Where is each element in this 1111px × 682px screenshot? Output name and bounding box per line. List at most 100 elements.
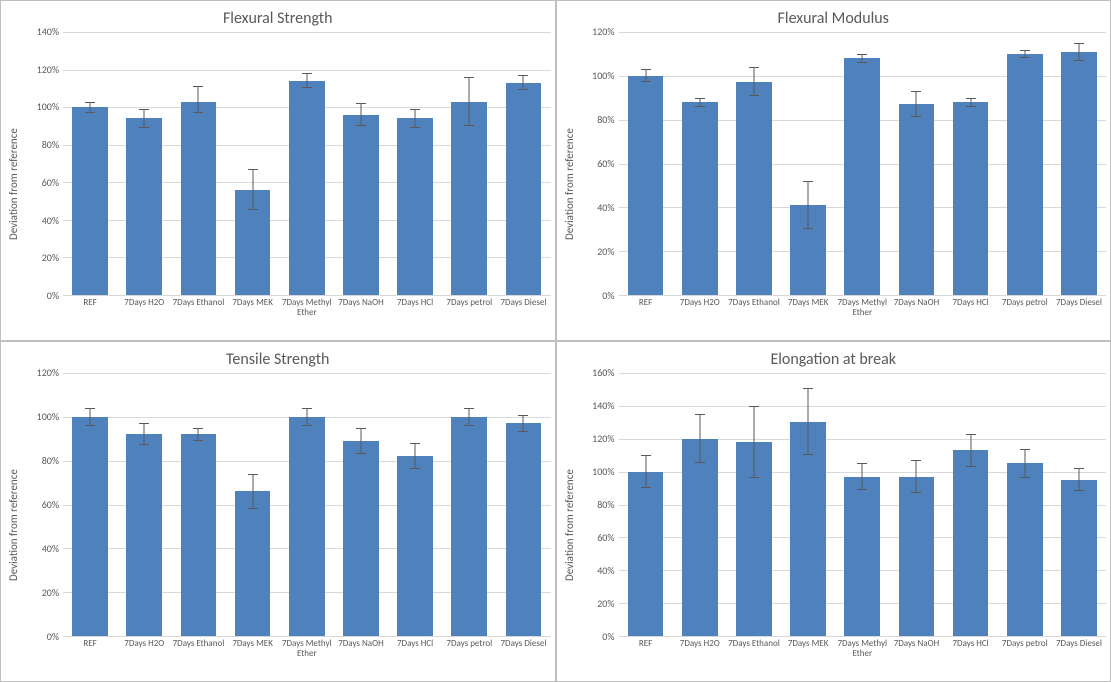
bar <box>126 434 162 636</box>
x-axis: REF7Days H2O7Days Ethanol7Days MEK7Days … <box>63 637 551 677</box>
bar-slot <box>835 32 889 295</box>
bar <box>451 102 487 295</box>
error-bar <box>302 408 312 426</box>
y-axis-label: Deviation from reference <box>7 373 23 677</box>
error-bar <box>695 414 705 463</box>
chart-title: Elongation at break <box>561 350 1107 369</box>
bars-container <box>619 32 1107 295</box>
bar-slot <box>619 373 673 636</box>
bars-container <box>63 373 551 636</box>
error-bar <box>966 98 976 107</box>
error-bar <box>302 73 312 88</box>
bar-slot <box>496 32 550 295</box>
bar-slot <box>944 373 998 636</box>
x-tick-label: 7Days Diesel <box>496 637 550 677</box>
bar <box>343 441 379 636</box>
error-bar <box>518 75 528 90</box>
error-bar <box>85 102 95 113</box>
x-tick-label: 7Days NaOH <box>889 637 943 677</box>
bar-slot <box>727 373 781 636</box>
x-tick-label: 7Days Diesel <box>1052 296 1106 336</box>
bar <box>235 491 271 636</box>
bar <box>1061 52 1097 295</box>
bar <box>736 82 772 295</box>
bar <box>289 417 325 636</box>
bar <box>126 118 162 295</box>
grid-line <box>619 636 1107 637</box>
x-tick-label: 7Days HCl <box>388 637 442 677</box>
bar-slot <box>781 373 835 636</box>
bar-slot <box>117 373 171 636</box>
y-axis-label: Deviation from reference <box>7 32 23 336</box>
x-tick-label: 7Days NaOH <box>889 296 943 336</box>
error-bar <box>139 109 149 128</box>
bar-slot <box>673 32 727 295</box>
x-tick-label: 7Days Ethanol <box>171 637 225 677</box>
error-bar <box>803 388 813 455</box>
plot-area <box>63 373 551 637</box>
bar-slot <box>835 373 889 636</box>
bar <box>844 477 880 636</box>
error-bar <box>749 67 759 96</box>
error-bar <box>803 181 813 229</box>
bar-slot <box>226 373 280 636</box>
bar <box>289 81 325 295</box>
error-bar <box>464 77 474 126</box>
chart-title: Flexural Modulus <box>561 9 1107 28</box>
chart-grid: Flexural StrengthDeviation from referenc… <box>0 0 1111 682</box>
bar-slot <box>781 32 835 295</box>
x-tick-label: 7Days H2O <box>673 296 727 336</box>
error-bar <box>356 428 366 454</box>
bar-slot <box>280 373 334 636</box>
x-tick-label: 7Days petrol <box>998 637 1052 677</box>
x-tick-label: 7Days Diesel <box>1052 637 1106 677</box>
error-bar <box>911 91 921 117</box>
x-tick-label: 7Days H2O <box>673 637 727 677</box>
bar-slot <box>998 373 1052 636</box>
bar-slot <box>171 32 225 295</box>
bar <box>506 423 542 636</box>
x-tick-label: 7Days MEK <box>226 296 280 336</box>
bar <box>682 102 718 295</box>
bar <box>899 104 935 295</box>
bar <box>628 472 664 636</box>
y-axis-label: Deviation from reference <box>563 32 579 336</box>
bar <box>397 456 433 636</box>
chart-panel: Flexural Modulus Deviation from reference… <box>556 0 1111 341</box>
x-tick-label: REF <box>619 296 673 336</box>
error-bar <box>464 408 474 426</box>
x-tick-label: 7Days petrol <box>442 637 496 677</box>
bar <box>451 417 487 636</box>
chart-panel: Tensile Strength Deviation from reference… <box>0 341 556 682</box>
bar <box>1061 480 1097 636</box>
bar <box>72 417 108 636</box>
bar <box>953 450 989 636</box>
bar-slot <box>63 373 117 636</box>
error-bar <box>356 103 366 126</box>
x-tick-label: 7Days NaOH <box>334 296 388 336</box>
x-tick-label: REF <box>63 296 117 336</box>
grid-line <box>63 636 551 637</box>
bar-slot <box>442 32 496 295</box>
error-bar <box>911 460 921 493</box>
bar <box>899 477 935 636</box>
x-tick-label: REF <box>63 637 117 677</box>
error-bar <box>410 109 420 128</box>
x-tick-label: 7Days Ethanol <box>171 296 225 336</box>
bars-container <box>63 32 551 295</box>
bar-slot <box>280 32 334 295</box>
bar-slot <box>727 32 781 295</box>
error-bar <box>857 54 867 63</box>
chart-panel: Flexural StrengthDeviation from referenc… <box>0 0 556 341</box>
x-tick-label: 7Days Ethanol <box>727 296 781 336</box>
x-tick-label: 7Days petrol <box>442 296 496 336</box>
x-tick-label: 7Days MEK <box>781 637 835 677</box>
error-bar <box>1074 43 1084 61</box>
x-tick-label: 7Days HCl <box>944 296 998 336</box>
chart-title: Tensile Strength <box>5 350 551 369</box>
error-bar <box>1074 468 1084 491</box>
x-tick-label: 7Days Methyl Ether <box>835 637 889 677</box>
y-axis: 120%100%80%60%40%20%0% <box>581 32 615 296</box>
error-bar <box>1020 449 1030 479</box>
x-tick-label: 7Days Methyl Ether <box>280 637 334 677</box>
